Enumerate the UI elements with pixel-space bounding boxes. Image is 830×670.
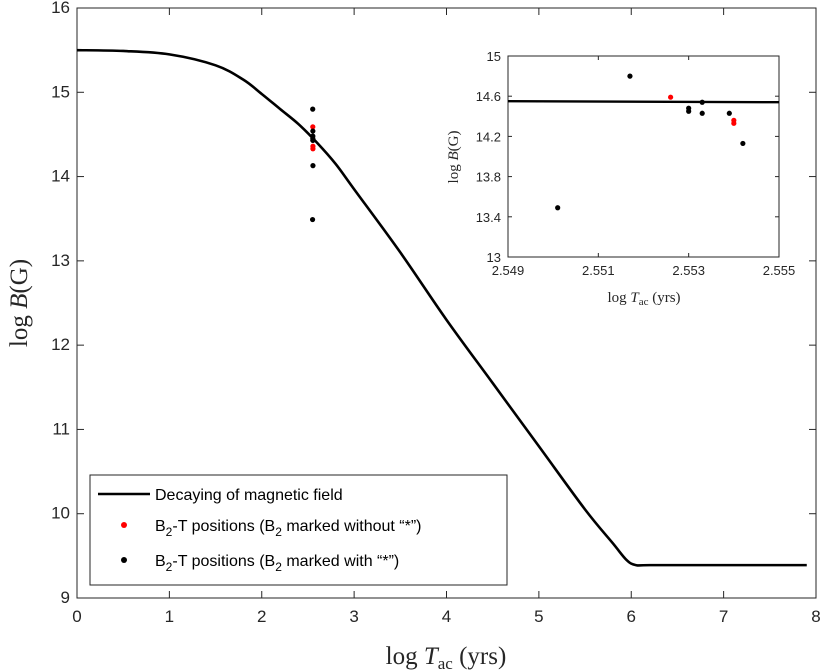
main-x-tick-label: 7 (719, 607, 728, 626)
inset-y-tick-label: 14.2 (476, 129, 501, 144)
inset-y-label-prefix: log (446, 161, 462, 184)
main-y-tick-label: 15 (51, 82, 70, 101)
main-point-black (309, 216, 316, 223)
legend-entry-1-sub1: 2 (166, 525, 173, 539)
inset-y-tick-label: 14.6 (476, 89, 501, 104)
main-y-label-var: B (6, 294, 33, 309)
inset-y-label: log B(G) (446, 131, 462, 184)
inset-point-black (627, 73, 633, 79)
legend-entry-2-mid: -T positions (B (172, 553, 275, 570)
inset-y-tick-label: 15 (487, 49, 501, 64)
main-x-label-prefix: log (386, 643, 424, 670)
legend-entry-2-post: marked with “*”) (282, 553, 399, 570)
inset-x-label-sub: ac (639, 296, 649, 308)
main-x-tick-label: 0 (72, 607, 81, 626)
main-y-tick-label: 11 (52, 419, 70, 438)
legend-entry-1-mid: -T positions (B (172, 518, 275, 535)
main-y-label-suffix: (G) (6, 259, 33, 294)
inset-x-tick-label: 2.553 (672, 263, 705, 278)
legend-entry-without-star: B2-T positions (B2 marked without “*”) (155, 518, 422, 539)
main-x-ticks: 0 1 2 3 4 5 6 7 8 (72, 8, 821, 626)
legend: Decaying of magnetic field B2-T position… (89, 474, 508, 586)
inset-point-black (686, 105, 692, 111)
inset-point-black (555, 205, 561, 211)
main-y-tick-label: 10 (51, 504, 70, 523)
inset-y-label-suffix: (G) (446, 131, 462, 152)
main-points (309, 106, 316, 223)
inset-x-label-suffix: (yrs) (648, 290, 680, 306)
main-x-label-suffix: (yrs) (453, 643, 506, 670)
inset-y-tick-label: 13 (487, 250, 501, 265)
main-y-ticks: 9 10 11 12 13 14 15 16 (51, 0, 816, 607)
main-point-black (310, 128, 316, 134)
main-decay-curve (76, 48, 807, 567)
legend-entry-2-sub2: 2 (275, 560, 282, 574)
main-y-label: log B(G) (6, 259, 33, 347)
main-point-red (310, 146, 316, 152)
inset-x-label: log Tac (yrs) (607, 290, 680, 308)
inset-x-tick-label: 2.555 (763, 263, 796, 278)
inset-x-tick-label: 2.549 (492, 263, 525, 278)
main-y-tick-label: 16 (51, 0, 70, 17)
inset-chart: 13 13.4 13.8 14.2 14.6 15 2.549 2.551 2.553 2.55… (446, 49, 795, 308)
inset-point-black (699, 99, 705, 105)
inset-x-label-var: T (630, 290, 640, 306)
inset-y-tick-label: 13.4 (476, 210, 501, 225)
legend-black-dot-swatch (121, 557, 127, 563)
main-point-black (310, 133, 316, 139)
inset-points (555, 73, 746, 211)
legend-entry-2-sub1: 2 (166, 560, 173, 574)
inset-point-black (740, 140, 746, 147)
inset-point-black (699, 110, 705, 116)
legend-entry-1-post: marked without “*”) (282, 518, 422, 535)
legend-entry-curve: Decaying of magnetic field (155, 487, 343, 504)
main-x-tick-label: 1 (165, 607, 174, 626)
inset-decay-curve (507, 100, 780, 104)
inset-y-ticks: 13 13.4 13.8 14.2 14.6 15 (476, 49, 779, 265)
main-y-tick-label: 14 (51, 167, 70, 186)
main-x-tick-label: 2 (257, 607, 266, 626)
inset-y-tick-label: 13.8 (476, 170, 501, 185)
legend-box (89, 474, 508, 586)
inset-x-label-prefix: log (607, 290, 630, 306)
inset-point-red (731, 120, 737, 126)
main-x-tick-label: 5 (534, 607, 543, 626)
inset-y-label-var: B (446, 151, 462, 160)
legend-red-dot-swatch (121, 522, 127, 528)
main-x-tick-label: 3 (349, 607, 358, 626)
legend-entry-2-pre: B (155, 553, 166, 570)
main-x-tick-label: 8 (811, 607, 820, 626)
main-point-red (310, 124, 316, 130)
main-point-black (310, 137, 316, 143)
main-y-tick-label: 12 (51, 335, 70, 354)
main-x-label: log Tac (yrs) (386, 643, 507, 670)
inset-point-red (668, 94, 674, 100)
legend-entry-1-sub2: 2 (275, 525, 282, 539)
main-x-tick-label: 4 (442, 607, 451, 626)
legend-entry-1-pre: B (155, 518, 166, 535)
inset-plot-area (507, 55, 780, 258)
inset-x-tick-label: 2.551 (582, 263, 615, 278)
main-point-black (310, 163, 316, 169)
inset-point-black (726, 110, 732, 116)
main-y-tick-label: 13 (51, 251, 70, 270)
main-x-tick-label: 6 (627, 607, 636, 626)
legend-entry-with-star: B2-T positions (B2 marked with “*”) (155, 553, 399, 574)
main-y-tick-label: 9 (61, 588, 70, 607)
main-x-label-var: T (424, 643, 440, 670)
inset-x-ticks: 2.549 2.551 2.553 2.555 (492, 56, 796, 278)
main-point-black (310, 106, 316, 112)
main-y-label-prefix: log (6, 309, 33, 347)
main-x-label-sub: ac (438, 654, 454, 670)
